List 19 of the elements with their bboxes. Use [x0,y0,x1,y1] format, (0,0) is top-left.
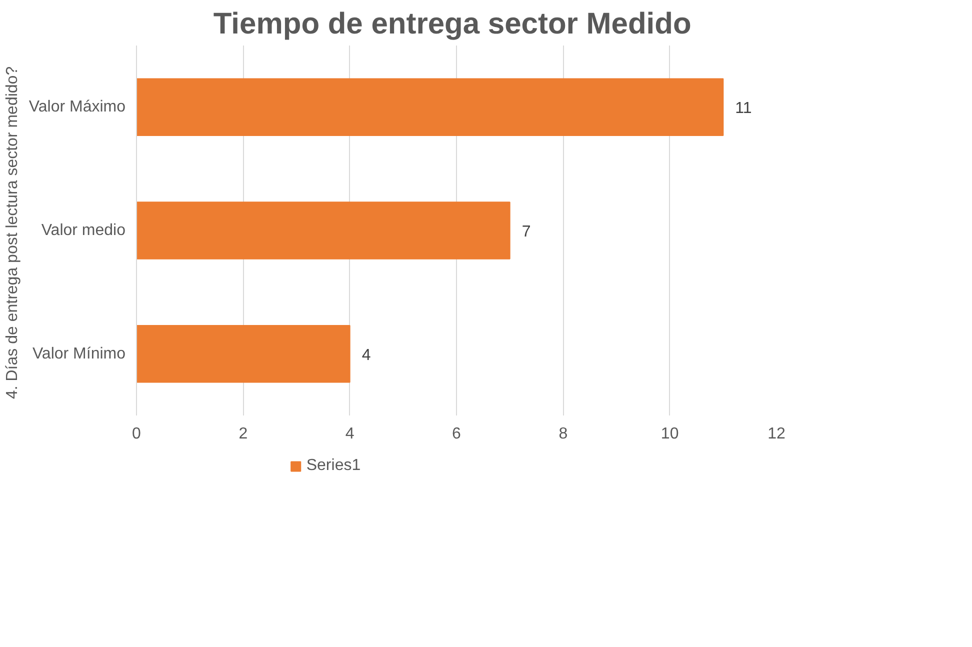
bar [136,324,350,383]
x-tick-label: 12 [768,426,786,442]
y-axis-title: 4. Días de entrega post lectura sector medido? [4,66,21,400]
data-label: 11 [735,100,752,118]
y-tick-label: Valor Mínimo [32,345,126,362]
x-tick-label: 10 [660,426,679,442]
legend-label: Series1 [306,457,361,475]
bar [136,202,510,260]
x-tick-label: 2 [238,426,248,442]
bar [136,78,724,136]
data-label: 4 [362,346,371,364]
data-label: 7 [522,224,531,240]
x-tick-label: 0 [132,426,142,442]
y-tick-label: Valor Máximo [28,98,126,116]
chart-title: Tiempo de entrega sector Medido [213,8,692,40]
x-tick-label: 6 [452,426,462,442]
y-tick-label: Valor medio [41,222,126,239]
x-tick-label: 4 [345,426,354,442]
x-tick-label: 8 [558,426,568,442]
